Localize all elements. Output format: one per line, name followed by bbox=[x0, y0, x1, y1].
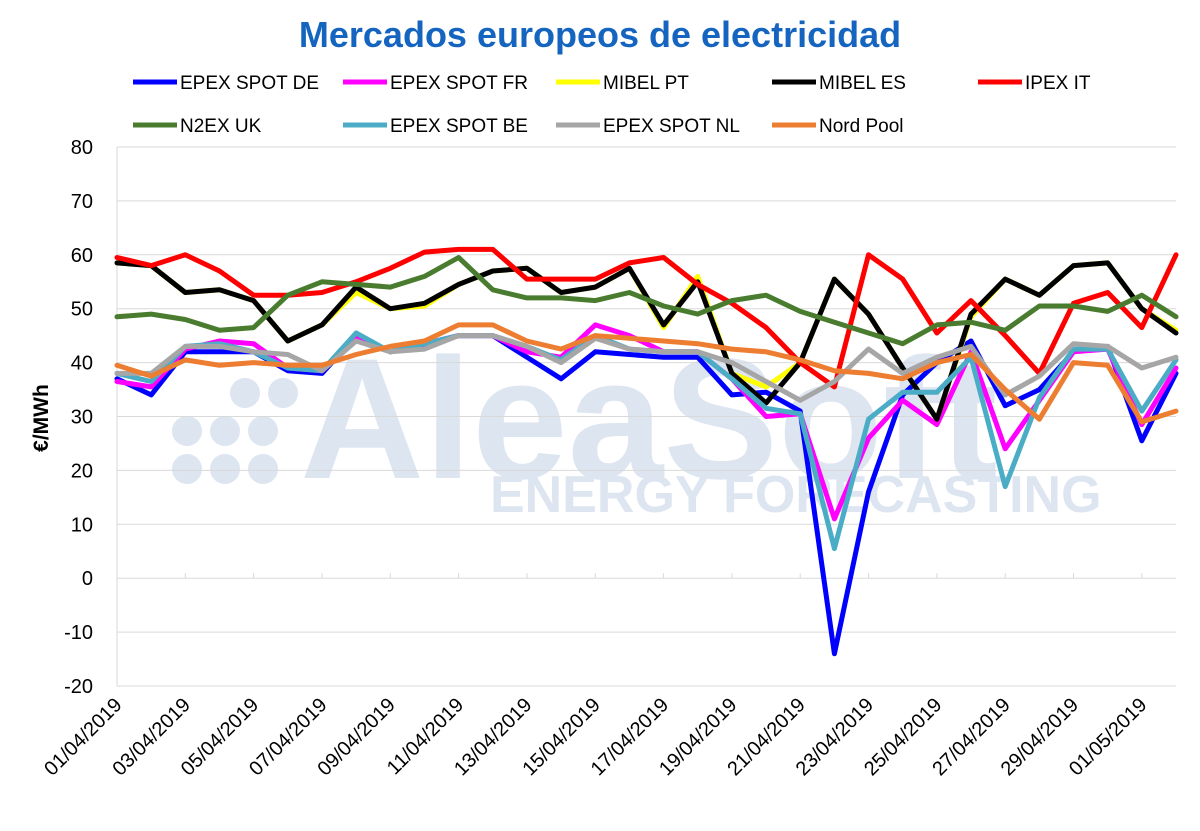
y-tick-label: -10 bbox=[64, 622, 93, 644]
legend-label: EPEX SPOT DE bbox=[180, 73, 319, 94]
y-tick-label: 70 bbox=[71, 191, 93, 213]
legend-label: N2EX UK bbox=[180, 116, 262, 137]
y-tick-label: 30 bbox=[71, 407, 93, 429]
watermark-tagline: ENERGY FORECASTING bbox=[490, 466, 1102, 524]
x-axis-ticks: 01/04/201903/04/201905/04/201907/04/2019… bbox=[40, 694, 1151, 780]
legend-label: EPEX SPOT NL bbox=[603, 116, 740, 137]
y-tick-label: 40 bbox=[71, 353, 93, 375]
legend-item: EPEX SPOT NL bbox=[556, 116, 740, 137]
y-tick-label: 0 bbox=[82, 568, 93, 590]
y-axis-label: €/MWh bbox=[30, 384, 53, 452]
y-tick-label: 60 bbox=[71, 245, 93, 267]
chart-title: Mercados europeos de electricidad bbox=[298, 14, 902, 55]
y-tick-label: 50 bbox=[71, 299, 93, 321]
legend-item: EPEX SPOT FR bbox=[343, 73, 528, 94]
legend-label: EPEX SPOT BE bbox=[390, 116, 528, 137]
y-tick-label: -20 bbox=[64, 676, 93, 698]
legend-label: IPEX IT bbox=[1025, 73, 1091, 94]
watermark-logo-dots bbox=[172, 378, 298, 484]
legend-item: Nord Pool bbox=[772, 116, 904, 137]
axes bbox=[116, 147, 1176, 687]
gridlines bbox=[117, 146, 1176, 687]
legend-label: MIBEL ES bbox=[819, 73, 906, 94]
legend-item: MIBEL ES bbox=[772, 73, 906, 94]
legend-item: N2EX UK bbox=[133, 116, 262, 137]
legend-item: EPEX SPOT DE bbox=[133, 73, 319, 94]
legend-label: EPEX SPOT FR bbox=[390, 73, 528, 94]
y-tick-label: 10 bbox=[71, 514, 93, 536]
series-line-epex-spot-de bbox=[114, 333, 1179, 657]
legend-label: MIBEL PT bbox=[603, 73, 689, 94]
y-tick-label: 20 bbox=[71, 460, 93, 482]
y-tick-label: 80 bbox=[71, 137, 93, 159]
y-axis-ticks: -20 -10 0 10 20 30 40 50 60 70 80 bbox=[64, 137, 93, 698]
legend-item: IPEX IT bbox=[978, 73, 1091, 94]
legend-label: Nord Pool bbox=[819, 116, 904, 137]
legend-item: EPEX SPOT BE bbox=[343, 116, 528, 137]
legend-item: MIBEL PT bbox=[556, 73, 689, 94]
series-lines bbox=[114, 246, 1179, 657]
series-line-nord-pool bbox=[114, 322, 1179, 425]
series-line-n2ex-uk bbox=[114, 255, 1179, 347]
legend: EPEX SPOT DE EPEX SPOT FR MIBEL PT MIBEL ES… bbox=[133, 73, 1091, 137]
